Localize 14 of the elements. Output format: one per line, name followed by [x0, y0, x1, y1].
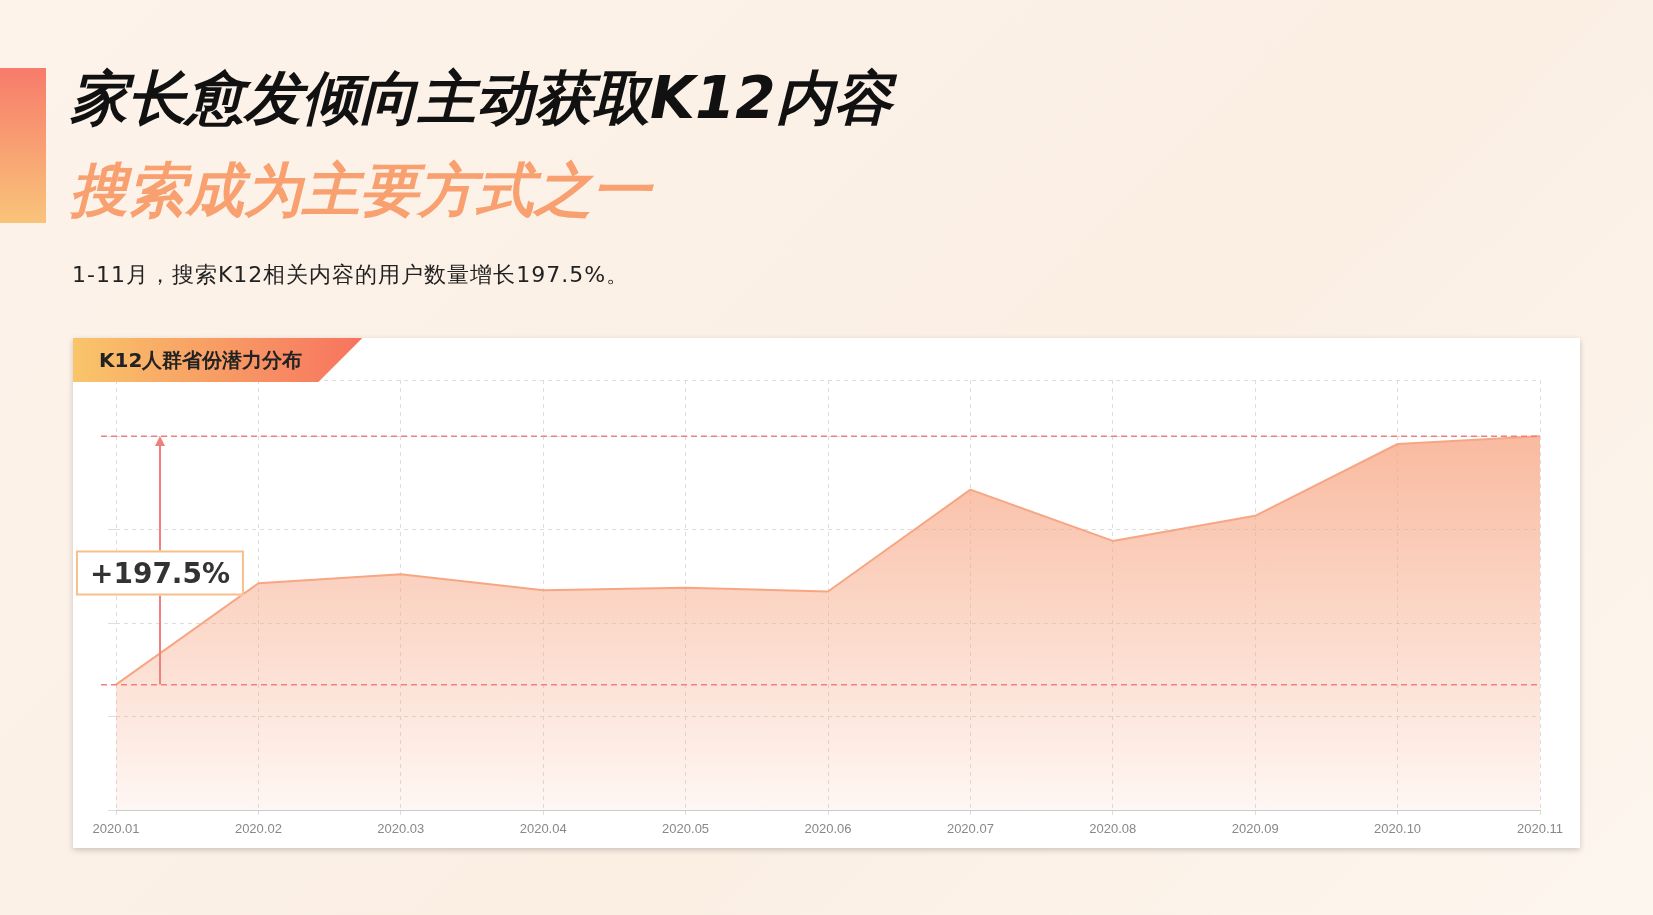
text: K12人群省份潜力分布	[73, 338, 363, 382]
x-tick-label: 2020.09	[1231, 820, 1279, 836]
x-tick-label: 2020.10	[1374, 820, 1422, 836]
x-tick-label: 2020.04	[519, 820, 567, 836]
x-tick-label: 2020.03	[377, 820, 425, 836]
annotation: +197.5%	[75, 550, 245, 596]
x-tick-label: 2020.01	[92, 820, 140, 836]
text: 1-11月，搜索K12相关内容的用户数量增长197.5%。	[72, 261, 630, 289]
x-tick-label: 2020.11	[1516, 820, 1564, 836]
x-tick-label: 2020.02	[234, 820, 282, 836]
x-tick-label: 2020.08	[1089, 820, 1137, 836]
x-tick-label: 2020.05	[662, 820, 710, 836]
x-tick-label: 2020.06	[804, 820, 852, 836]
x-tick-label: 2020.07	[946, 820, 994, 836]
